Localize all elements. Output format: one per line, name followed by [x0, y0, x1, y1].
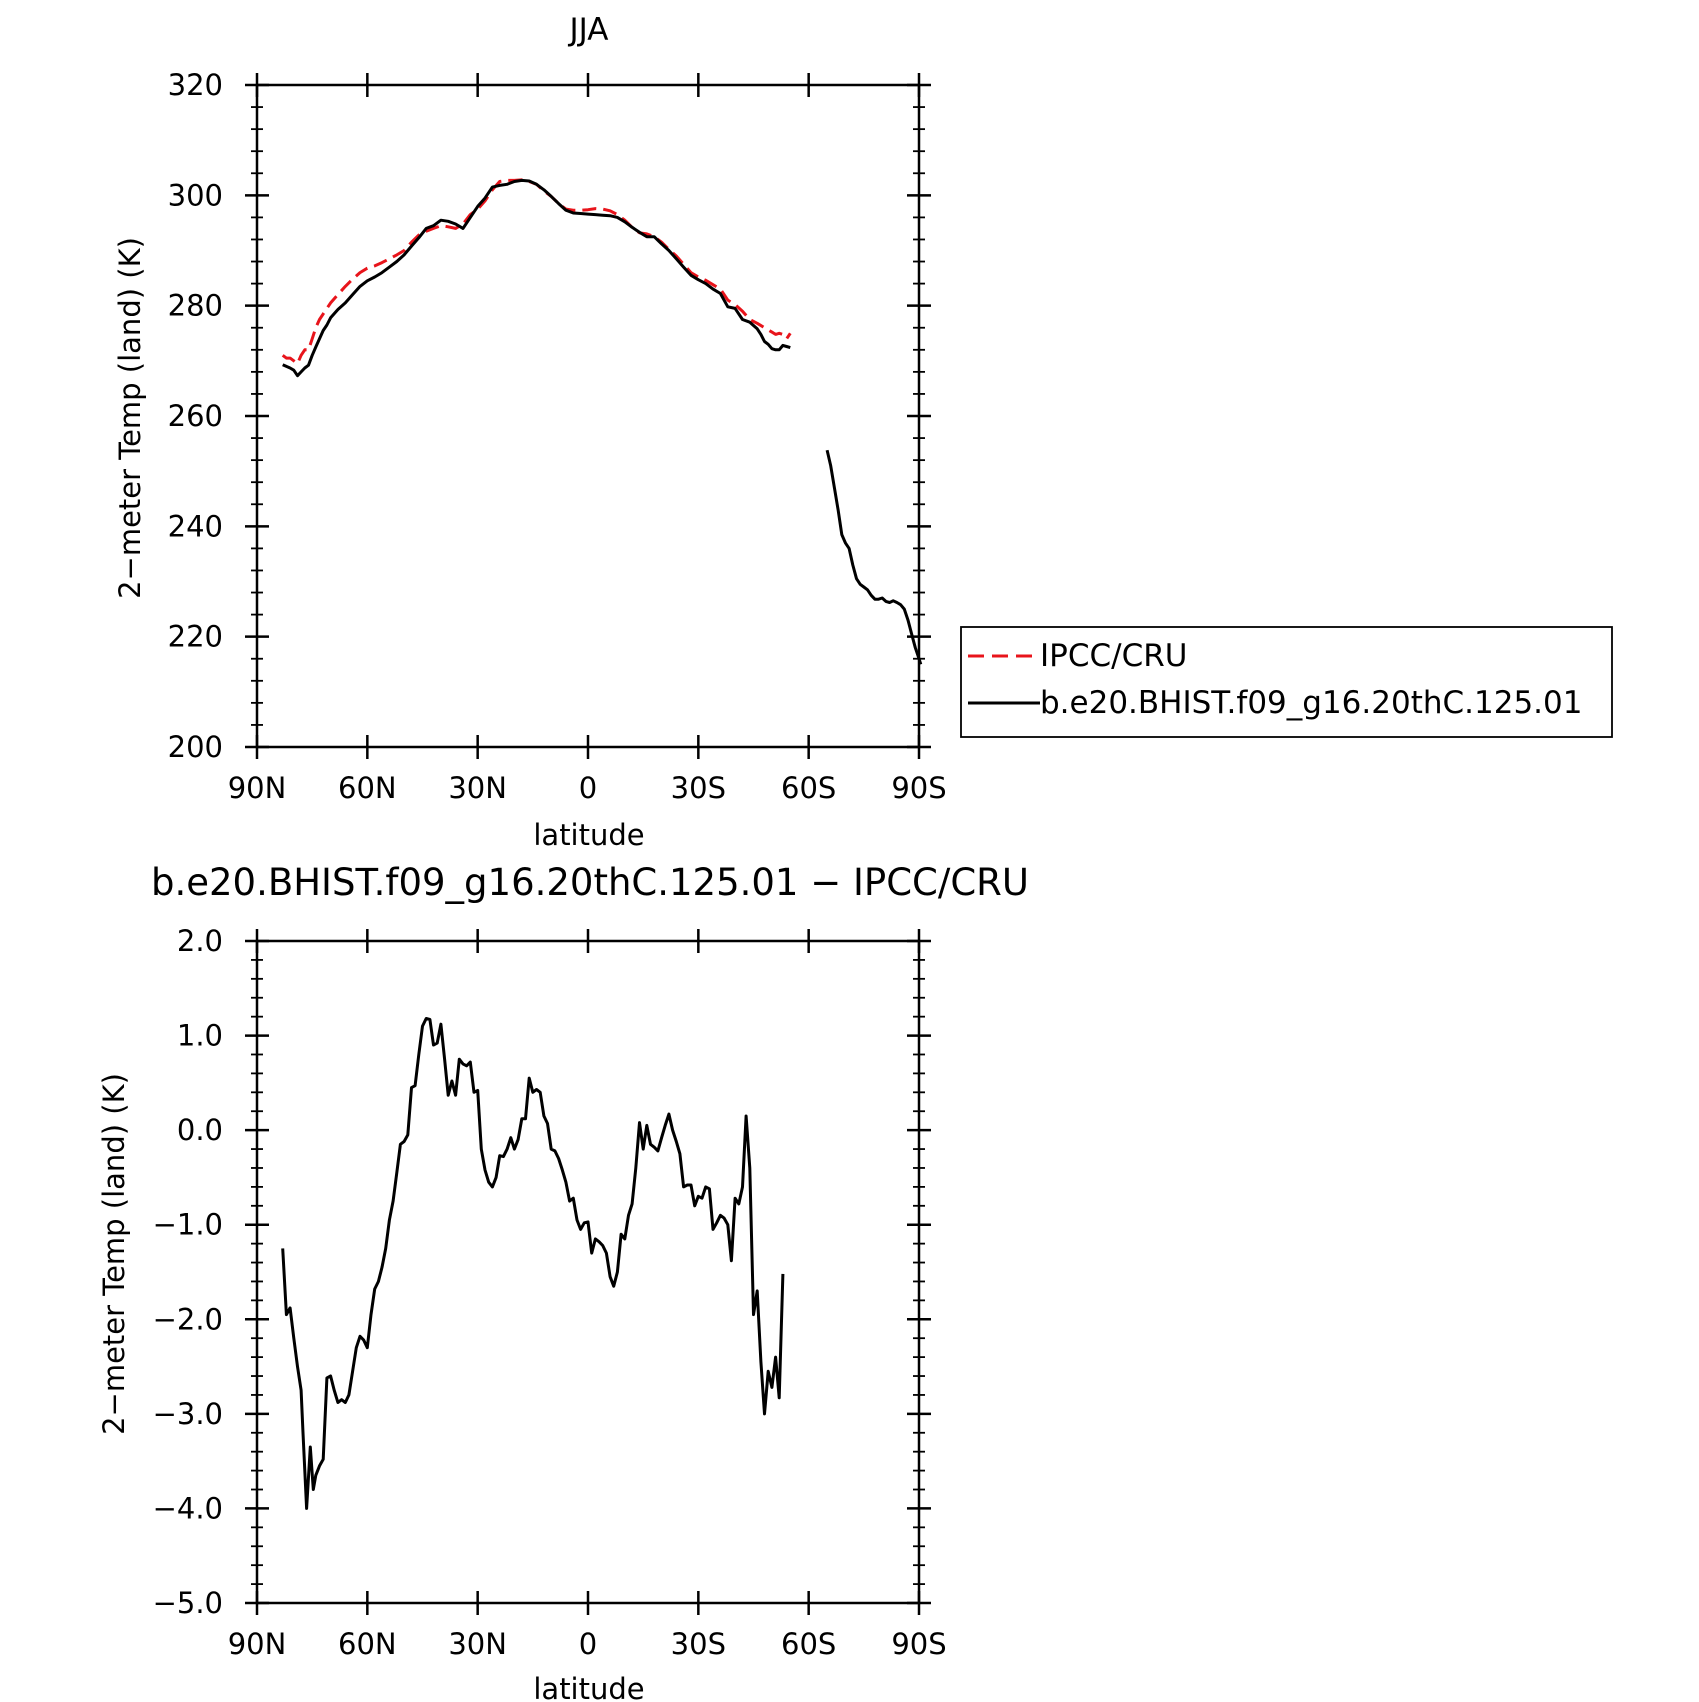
legend-box [960, 626, 1613, 738]
bottom-x-axis-label: latitude [533, 1672, 644, 1702]
top-series-1-line-segment-0 [282, 178, 791, 378]
bottom-chart-title: b.e20.BHIST.f09_g16.20thC.125.01 − IPCC/… [151, 861, 1029, 904]
top-x-axis-label: latitude [533, 818, 644, 852]
legend-label-model: b.e20.BHIST.f09_g16.20thC.125.01 [1040, 685, 1582, 721]
bottom-series-lines [281, 1017, 785, 1510]
bottom-y-tick-label: −1.0 [153, 1208, 223, 1242]
bottom-x-tick-label: 30S [671, 1627, 726, 1661]
legend-label-ipcc-cru: IPCC/CRU [1040, 638, 1187, 674]
top-tick-labels: 90N 60N 30N 0 30S 60S 90S 200 220 240 260 280 300 320 [168, 68, 947, 805]
bottom-y-tick-label: 1.0 [177, 1019, 223, 1053]
bottom-y-tick-label: 2.0 [177, 924, 223, 958]
top-axis-ticks [245, 73, 931, 759]
bottom-y-tick-label: −2.0 [153, 1302, 223, 1336]
top-x-tick-label: 60N [338, 771, 397, 805]
top-x-tick-label: 60S [781, 771, 836, 805]
top-x-tick-label: 30N [448, 771, 507, 805]
bottom-panel: b.e20.BHIST.f09_g16.20thC.125.01 − IPCC/… [97, 861, 1029, 1702]
top-y-tick-label: 200 [168, 730, 223, 764]
top-x-tick-label: 90N [228, 771, 287, 805]
bottom-y-tick-label: −5.0 [153, 1586, 223, 1620]
bottom-x-tick-label: 30N [448, 1627, 507, 1661]
top-y-tick-label: 320 [168, 68, 223, 102]
top-chart-title: JJA [568, 12, 609, 48]
bottom-y-axis-label: 2−meter Temp (land) (K) [97, 1073, 131, 1435]
top-plot-frame [255, 83, 921, 749]
top-y-tick-label: 300 [168, 178, 223, 212]
top-y-tick-label: 240 [168, 509, 223, 543]
bottom-x-tick-label: 60N [338, 1627, 397, 1661]
top-y-tick-label: 260 [168, 399, 223, 433]
top-panel: JJA 2−meter Temp (land) (K) latitude 90N… [113, 12, 947, 852]
bottom-y-tick-label: −3.0 [153, 1397, 223, 1431]
bottom-plot-frame [255, 939, 921, 1605]
top-x-tick-label: 0 [579, 771, 597, 805]
bottom-x-tick-label: 90N [228, 1627, 287, 1661]
top-y-tick-label: 220 [168, 620, 223, 654]
bottom-series-0-line-segment-0 [281, 1017, 785, 1510]
bottom-axis-ticks [245, 929, 931, 1615]
bottom-x-tick-label: 60S [781, 1627, 836, 1661]
bottom-x-tick-label: 0 [579, 1627, 597, 1661]
bottom-x-tick-label: 90S [891, 1627, 946, 1661]
top-series-1-line-segment-1 [825, 449, 923, 665]
top-x-tick-label: 90S [891, 771, 946, 805]
legend: IPCC/CRU b.e20.BHIST.f09_g16.20thC.125.0… [960, 626, 1613, 738]
top-series-lines [281, 178, 923, 665]
top-x-tick-label: 30S [671, 771, 726, 805]
bottom-y-tick-label: −4.0 [153, 1491, 223, 1525]
bottom-tick-labels: 90N 60N 30N 0 30S 60S 90S 2.0 1.0 0.0 −1.0 −2.0 −3.0… [153, 924, 947, 1661]
top-y-tick-label: 280 [168, 289, 223, 323]
bottom-y-tick-label: 0.0 [177, 1113, 223, 1147]
top-y-axis-label: 2−meter Temp (land) (K) [113, 237, 147, 599]
top-series-0-line-segment-0 [281, 178, 792, 366]
